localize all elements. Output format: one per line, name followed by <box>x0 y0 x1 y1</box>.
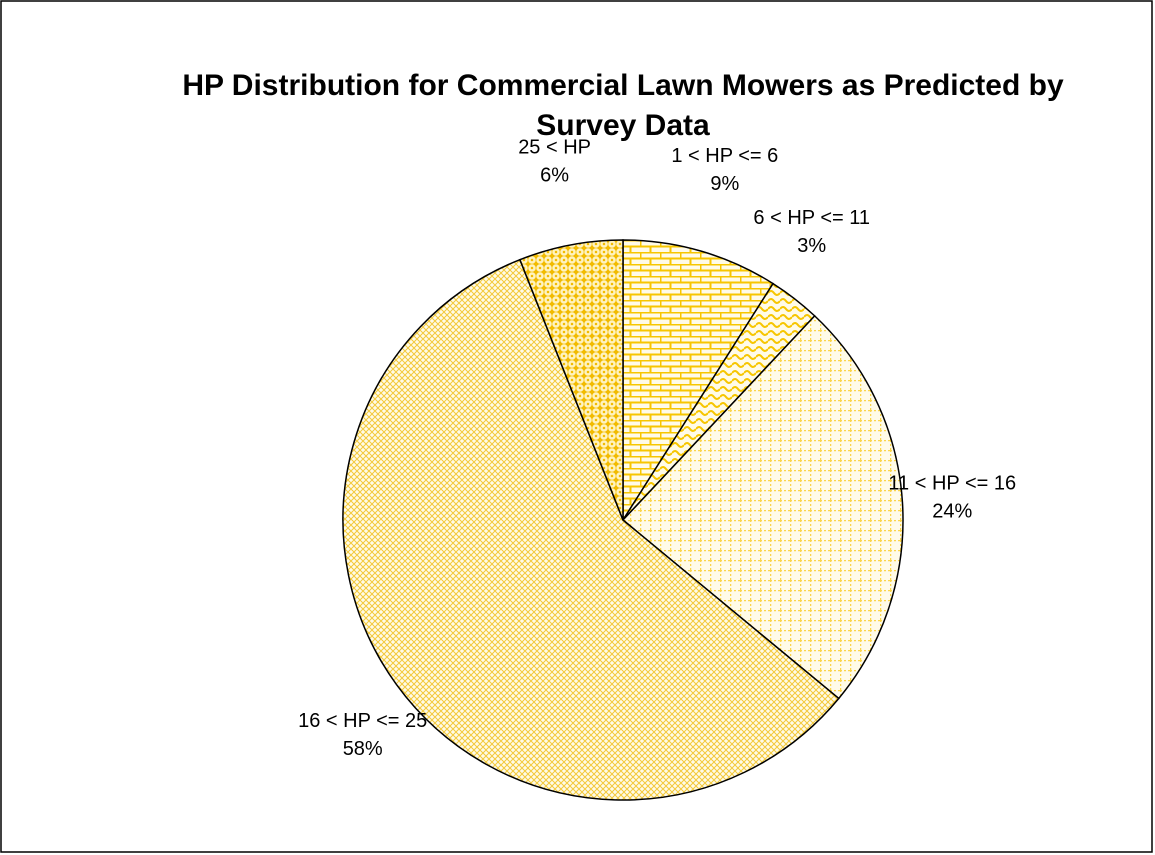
pie-slice <box>621 314 904 700</box>
slice-value-label: 24% <box>932 500 972 522</box>
chart-title: HP Distribution for Commercial Lawn Mowe… <box>182 69 1064 142</box>
pie-slice <box>518 239 624 521</box>
slice-label: 25 < HP <box>518 137 591 159</box>
slice-label: 6 < HP <= 11 <box>753 207 870 229</box>
slice-value-label: 9% <box>710 173 739 195</box>
slice-label: 1 < HP <= 6 <box>671 145 778 167</box>
slice-value-label: 58% <box>343 738 383 760</box>
pie-slice <box>342 258 840 801</box>
slice-value-label: 3% <box>797 235 826 257</box>
pie-slice <box>622 239 775 523</box>
slice-value-label: 6% <box>540 165 569 187</box>
slice-label: 16 < HP <= 25 <box>298 710 427 732</box>
slice-label: 11 < HP <= 16 <box>888 472 1016 494</box>
